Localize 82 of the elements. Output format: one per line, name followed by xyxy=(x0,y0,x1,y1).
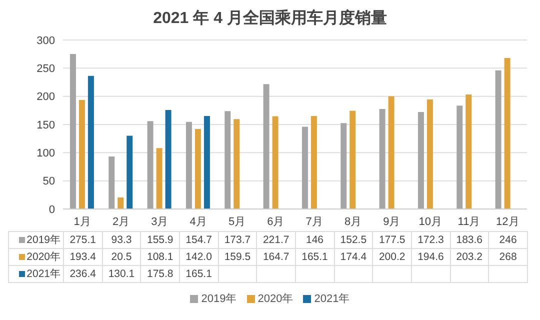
bar xyxy=(388,96,394,209)
bar xyxy=(186,122,192,209)
bar xyxy=(126,136,133,209)
data-label: 165.1 xyxy=(179,266,218,282)
bar xyxy=(234,119,240,209)
y-tick-label: 0 xyxy=(48,204,55,216)
data-label: 93.3 xyxy=(102,232,141,248)
data-label: 108.1 xyxy=(140,248,180,266)
bar xyxy=(350,110,356,209)
x-tick-label: 8月 xyxy=(344,216,362,228)
y-tick-label: 200 xyxy=(36,91,55,104)
bar xyxy=(165,110,172,209)
bar xyxy=(466,94,472,209)
bar xyxy=(88,76,94,209)
legend-label: 2019年 xyxy=(8,232,64,248)
data-label: 203.2 xyxy=(450,248,489,266)
data-label: 200.2 xyxy=(372,248,412,266)
x-tick-label: 5月 xyxy=(228,216,246,228)
data-label: 155.9 xyxy=(140,232,180,248)
data-label: 154.7 xyxy=(179,232,218,248)
x-tick-label: 11月 xyxy=(458,216,480,228)
data-label: 159.5 xyxy=(218,248,257,266)
bar xyxy=(78,100,85,209)
bar xyxy=(379,109,386,209)
data-label: 193.4 xyxy=(64,248,102,266)
bar xyxy=(340,123,347,209)
data-label: 172.3 xyxy=(411,232,450,248)
x-tick-label: 7月 xyxy=(306,216,323,228)
data-label: 246 xyxy=(488,232,528,248)
data-label: 142.0 xyxy=(179,248,218,266)
x-tick-label: 2月 xyxy=(112,216,130,228)
data-label: 165.1 xyxy=(295,248,334,266)
data-label: 177.5 xyxy=(372,232,412,248)
x-tick-label: 12月 xyxy=(496,216,520,228)
y-tick-label: 300 xyxy=(36,34,55,47)
data-label: 173.7 xyxy=(218,232,257,248)
bar xyxy=(272,116,278,209)
x-tick-label: 4月 xyxy=(190,216,207,228)
bar xyxy=(495,70,502,209)
bar xyxy=(310,116,317,209)
bar xyxy=(302,126,308,209)
legend-label: 2021年 xyxy=(8,266,64,282)
data-label: 130.1 xyxy=(102,266,141,282)
bar xyxy=(147,121,154,209)
data-label: 164.7 xyxy=(256,248,296,266)
chart-title: 2021 年 4 月全国乘用车月度销量 xyxy=(152,8,388,29)
x-tick-label: 1月 xyxy=(74,216,91,228)
y-tick-label: 100 xyxy=(36,148,55,160)
bar xyxy=(504,58,510,209)
data-label: 20.5 xyxy=(102,248,141,266)
x-tick-label: 3月 xyxy=(151,216,168,228)
y-tick-label: 50 xyxy=(42,176,55,188)
bar xyxy=(426,99,433,209)
data-label: 175.8 xyxy=(140,266,180,282)
data-label: 194.6 xyxy=(411,248,450,266)
bar xyxy=(204,116,210,209)
data-label: 275.1 xyxy=(64,232,102,248)
bar xyxy=(108,156,115,209)
x-tick-label: 10月 xyxy=(418,216,442,228)
legend-label: 2020年 xyxy=(8,248,64,266)
data-label: 183.6 xyxy=(450,232,489,248)
text: 2021年 xyxy=(314,293,350,305)
data-label: 221.7 xyxy=(256,232,296,248)
data-label: 268 xyxy=(488,248,528,266)
bar xyxy=(118,197,124,209)
text: 2020年 xyxy=(258,293,294,305)
x-tick-label: 9月 xyxy=(383,216,400,228)
bar xyxy=(263,84,270,209)
bar xyxy=(418,112,424,209)
data-label: 146 xyxy=(295,232,334,248)
y-tick-label: 150 xyxy=(36,119,55,132)
y-tick-label: 250 xyxy=(36,63,55,76)
bar xyxy=(156,148,162,209)
bar xyxy=(456,106,463,209)
data-label: 152.5 xyxy=(334,232,373,248)
data-label: 236.4 xyxy=(64,266,102,282)
bar xyxy=(70,54,76,209)
bar xyxy=(194,129,201,209)
text: 2019年 xyxy=(201,293,237,305)
x-tick-label: 6月 xyxy=(267,216,284,228)
bar xyxy=(224,111,231,209)
data-label: 174.4 xyxy=(334,248,373,266)
